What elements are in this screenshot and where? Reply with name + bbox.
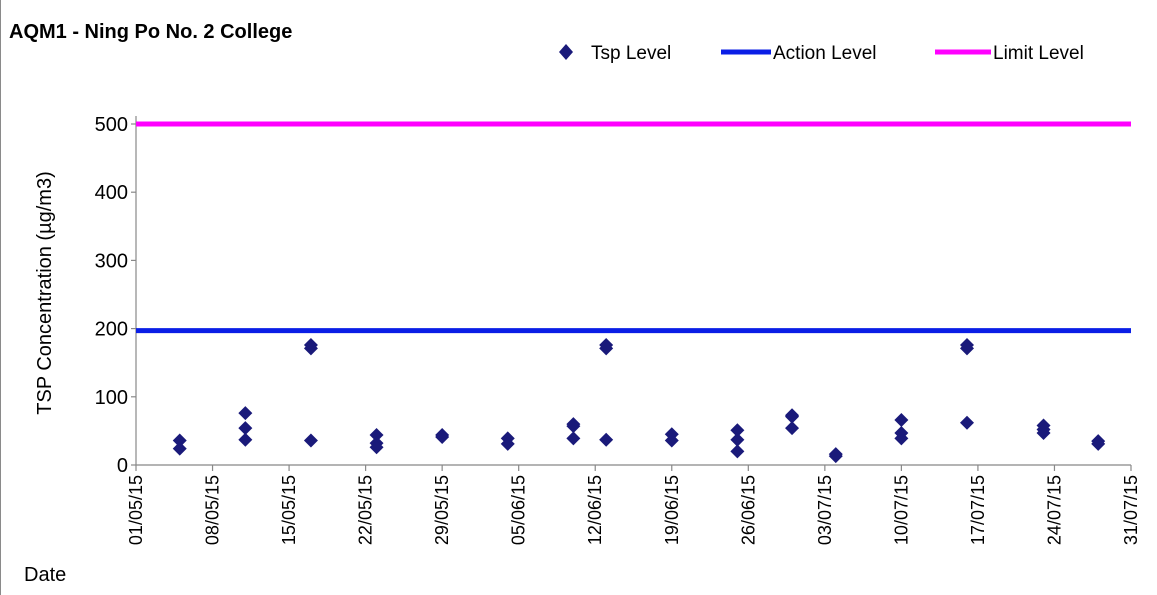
tsp-data-point xyxy=(172,433,187,448)
tsp-data-point xyxy=(730,423,745,438)
y-tick-label: 400 xyxy=(95,182,128,204)
axes xyxy=(131,116,1132,471)
tsp-data-point xyxy=(303,433,318,448)
tsp-data-point xyxy=(1091,436,1106,451)
tsp-data-point xyxy=(785,421,800,436)
tsp-data-point xyxy=(566,431,581,446)
legend: Tsp Level Action Level Limit Level xyxy=(559,43,1084,64)
y-tick-label: 0 xyxy=(117,455,128,477)
tsp-data-point xyxy=(369,440,384,455)
tsp-data-point xyxy=(172,441,187,456)
tsp-data-point xyxy=(238,432,253,447)
x-tick-label: 05/06/15 xyxy=(509,475,529,545)
legend-marker-tsp xyxy=(559,44,573,60)
x-tick-label: 12/06/15 xyxy=(585,475,605,545)
y-tick-labels: 0 100 200 300 400 500 xyxy=(95,114,128,477)
x-tick-label: 22/05/15 xyxy=(356,475,376,545)
tsp-data-point xyxy=(435,430,450,445)
tsp-data-point xyxy=(238,406,253,421)
x-tick-label: 03/07/15 xyxy=(815,475,835,545)
x-tick-labels: 01/05/15 08/05/15 15/05/15 22/05/15 29/05/15… xyxy=(126,475,1141,545)
y-tick-label: 300 xyxy=(95,250,128,272)
tsp-data-point xyxy=(303,341,318,356)
data-points xyxy=(172,337,1106,464)
x-tick-label: 08/05/15 xyxy=(203,475,223,545)
tsp-data-point xyxy=(730,432,745,447)
tsp-data-point xyxy=(894,431,909,446)
tsp-data-point xyxy=(828,449,843,464)
y-axis-label: TSP Concentration (µg/m3) xyxy=(34,171,56,414)
chart-title: AQM1 - Ning Po No. 2 College xyxy=(9,21,292,43)
tsp-data-point xyxy=(894,412,909,427)
tsp-data-point xyxy=(566,419,581,434)
legend-label-limit: Limit Level xyxy=(993,43,1084,64)
x-tick-label: 17/07/15 xyxy=(968,475,988,545)
tsp-data-point xyxy=(500,436,515,451)
tsp-data-point xyxy=(785,409,800,424)
legend-label-tsp: Tsp Level xyxy=(591,43,671,64)
x-tick-label: 31/07/15 xyxy=(1121,475,1141,545)
x-tick-label: 24/07/15 xyxy=(1044,475,1064,545)
tsp-data-point xyxy=(730,444,745,459)
x-tick-label: 26/06/15 xyxy=(738,475,758,545)
legend-label-action: Action Level xyxy=(773,43,877,64)
y-tick-label: 100 xyxy=(95,387,128,409)
x-tick-label: 10/07/15 xyxy=(891,475,911,545)
tsp-data-point xyxy=(664,433,679,448)
tsp-data-point xyxy=(959,415,974,430)
y-tick-label: 200 xyxy=(95,319,128,341)
x-tick-label: 19/06/15 xyxy=(662,475,682,545)
y-tick-label: 500 xyxy=(95,114,128,136)
tsp-data-point xyxy=(599,432,614,447)
tsp-data-point xyxy=(959,341,974,356)
x-axis-label: Date xyxy=(24,564,66,586)
x-tick-label: 15/05/15 xyxy=(279,475,299,545)
reference-lines xyxy=(136,121,1131,334)
x-tick-label: 29/05/15 xyxy=(432,475,452,545)
x-tick-label: 01/05/15 xyxy=(126,475,146,545)
tsp-data-point xyxy=(599,341,614,356)
tsp-data-point xyxy=(238,421,253,436)
tsp-data-point xyxy=(1036,425,1051,440)
tsp-data-point xyxy=(369,427,384,442)
